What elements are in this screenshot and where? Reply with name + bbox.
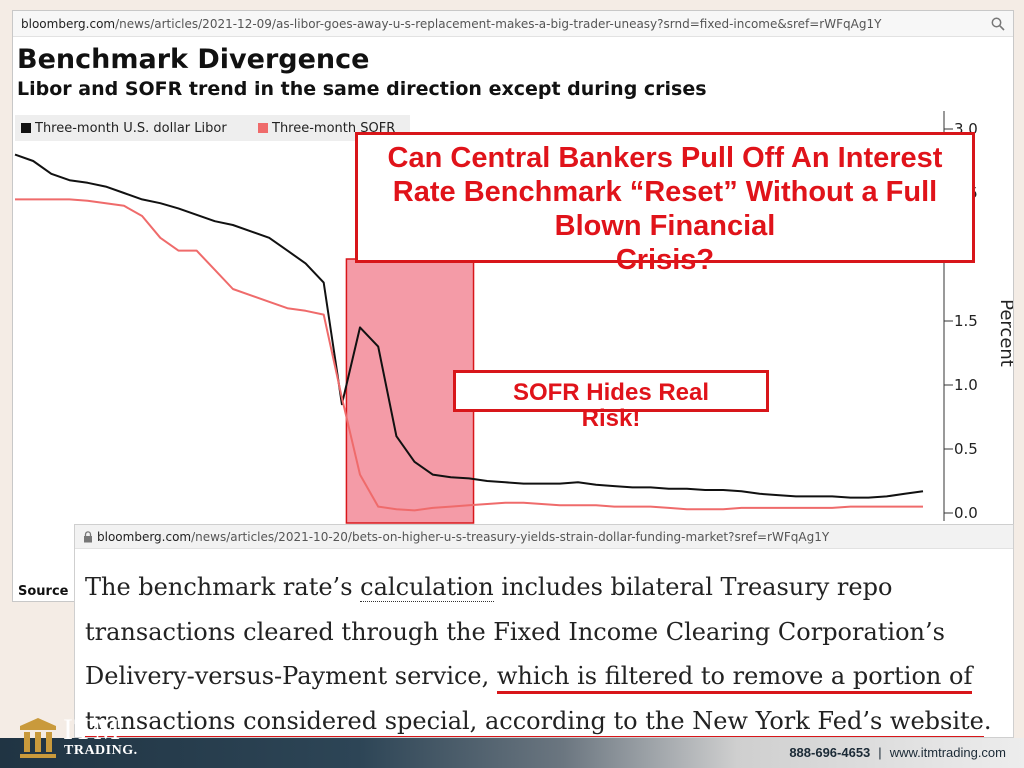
article-url-path: /news/articles/2021-10-20/bets-on-higher… xyxy=(191,530,830,544)
footer-contact: 888-696-4653 | www.itmtrading.com xyxy=(789,745,1006,760)
y-axis-title: Percent xyxy=(996,299,1013,367)
article-address-bar[interactable]: bloomberg.com/news/articles/2021-10-20/b… xyxy=(75,525,1013,549)
y-tick-label: 1.0 xyxy=(954,376,978,394)
question-callout-overflow: Crisis? xyxy=(615,244,715,276)
legend-label-libor: Three-month U.S. dollar Libor xyxy=(34,121,227,136)
bloomberg-chart-window: bloomberg.com/news/articles/2021-12-09/a… xyxy=(12,10,1014,602)
article-paragraph: The benchmark rate’s calculation include… xyxy=(85,565,1010,737)
website-link[interactable]: www.itmtrading.com xyxy=(889,745,1006,760)
question-callout-text: Can Central Bankers Pull Off An Interest… xyxy=(387,142,943,242)
footer-separator: | xyxy=(878,745,882,760)
sofr-callout-overflow: Risk! xyxy=(581,405,641,432)
legend-swatch-libor xyxy=(21,123,31,133)
legend-box xyxy=(15,115,410,141)
article-text-middle: includes bilateral Treasury repo transac… xyxy=(85,573,945,690)
search-icon[interactable] xyxy=(991,17,1005,31)
sofr-series-line xyxy=(15,198,923,512)
article-text-start: The benchmark rate’s xyxy=(85,573,361,601)
url-path: /news/articles/2021-12-09/as-libor-goes-… xyxy=(115,17,882,31)
source-label: Source xyxy=(18,584,69,599)
sofr-callout: SOFR Hides Real xyxy=(453,370,769,412)
y-tick-label: 0.0 xyxy=(954,504,978,522)
logo-subtitle: TRADING. xyxy=(64,743,138,758)
chart-subtitle: Libor and SOFR trend in the same directi… xyxy=(17,78,707,100)
y-tick-label: 0.5 xyxy=(954,440,978,458)
question-callout: Can Central Bankers Pull Off An Interest… xyxy=(355,132,975,276)
article-text-end: . xyxy=(983,706,992,735)
sofr-callout-text: SOFR Hides Real xyxy=(512,379,710,406)
url-host: bloomberg.com xyxy=(21,17,116,31)
itm-logo-icon xyxy=(20,718,56,758)
address-bar[interactable]: bloomberg.com/news/articles/2021-12-09/a… xyxy=(13,11,1013,37)
libor-series-line xyxy=(14,153,924,499)
series-lines xyxy=(14,153,924,512)
bloomberg-article-window: bloomberg.com/news/articles/2021-10-20/b… xyxy=(74,524,1014,738)
lock-icon xyxy=(84,531,92,543)
calculation-link[interactable]: calculation xyxy=(360,573,494,602)
article-url-host: bloomberg.com xyxy=(97,530,192,544)
footer-bar xyxy=(0,738,1024,768)
highlighted-quote: which is filtered to remove a portion of… xyxy=(85,662,984,737)
chart-title: Benchmark Divergence xyxy=(17,44,370,75)
logo-wordmark: ITM xyxy=(63,713,121,746)
legend-swatch-sofr xyxy=(258,123,268,133)
y-tick-label: 1.5 xyxy=(954,312,978,330)
article-url: bloomberg.com/news/articles/2021-10-20/b… xyxy=(97,525,829,549)
phone-number[interactable]: 888-696-4653 xyxy=(789,745,871,760)
line-chart: Three-month U.S. dollar Libor Three-mont… xyxy=(14,111,1013,524)
